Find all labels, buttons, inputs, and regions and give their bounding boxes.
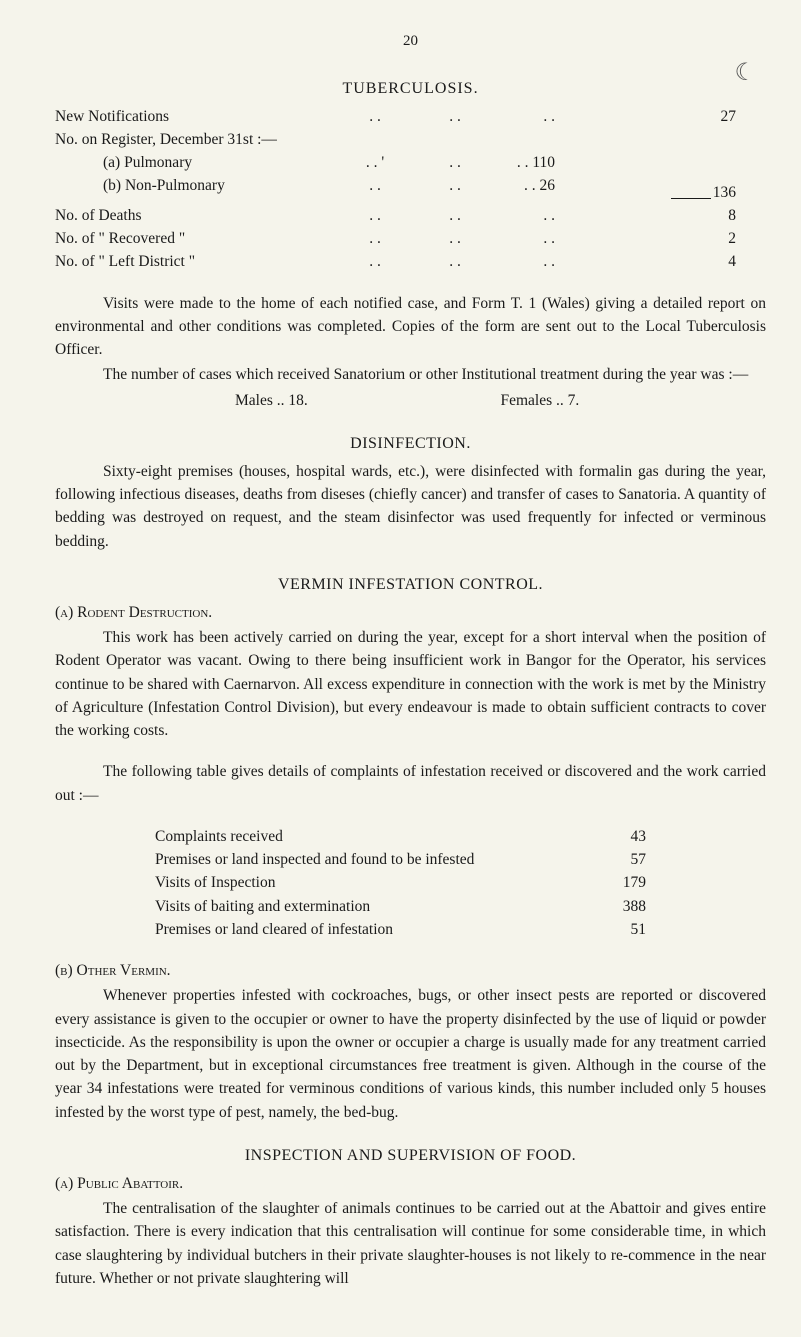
moon-mark: ☾ [734, 55, 756, 91]
vermin-title: VERMIN INFESTATION CONTROL. [55, 573, 766, 597]
complaint-value: 179 [596, 871, 646, 894]
dots: . . [335, 250, 415, 273]
dots: . . [335, 105, 415, 128]
recovered-value: 2 [555, 227, 766, 250]
dots: . . [335, 204, 415, 227]
males-value: Males .. 18. [235, 389, 501, 412]
dots: . . [335, 227, 415, 250]
complaint-value: 57 [596, 848, 646, 871]
tuberculosis-para1: Visits were made to the home of each not… [55, 292, 766, 362]
disinfection-title: DISINFECTION. [55, 432, 766, 456]
recovered-label: No. of " Recovered " [55, 227, 335, 250]
food-title: INSPECTION AND SUPERVISION OF FOOD. [55, 1144, 766, 1168]
complaint-label: Complaints received [155, 825, 596, 848]
vermin-table-intro: The following table gives details of com… [55, 760, 766, 807]
left-district-label: No. of " Left District " [55, 250, 335, 273]
dots: . . [495, 105, 555, 128]
food-subsection-a: (a) Public Abattoir. [55, 1172, 766, 1195]
complaint-value: 43 [596, 825, 646, 848]
tuberculosis-title: TUBERCULOSIS. [55, 77, 766, 101]
vermin-para-b: Whenever properties infested with cockro… [55, 984, 766, 1124]
dots: . . ' [335, 151, 415, 174]
dots: . . [415, 250, 495, 273]
pulmonary-label: (a) Pulmonary [103, 151, 335, 174]
pulmonary-value: . . 110 [495, 151, 555, 174]
new-notifications-value: 27 [555, 105, 766, 128]
complaint-label: Visits of Inspection [155, 871, 596, 894]
dots: . . [415, 151, 495, 174]
deaths-label: No. of Deaths [55, 204, 335, 227]
complaint-value: 51 [596, 918, 646, 941]
vermin-subsection-b: (b) Other Vermin. [55, 959, 766, 982]
complaint-label: Visits of baiting and extermination [155, 895, 596, 918]
new-notifications-label: New Notifications [55, 105, 335, 128]
subtotal-value: 136 [555, 181, 766, 204]
on-register-label: No. on Register, December 31st :— [55, 128, 766, 151]
dots: . . [415, 105, 495, 128]
dots: . . [415, 204, 495, 227]
females-value: Females .. 7. [501, 389, 767, 412]
complaint-value: 388 [596, 895, 646, 918]
dots: . . [495, 204, 555, 227]
tuberculosis-para2: The number of cases which received Sanat… [55, 363, 766, 386]
left-district-value: 4 [555, 250, 766, 273]
food-para: The centralisation of the slaughter of a… [55, 1197, 766, 1290]
complaint-label: Premises or land cleared of infestation [155, 918, 596, 941]
dots: . . [495, 227, 555, 250]
vermin-para-a: This work has been actively carried on d… [55, 626, 766, 742]
disinfection-para: Sixty-eight premises (houses, hospital w… [55, 460, 766, 553]
dots: . . [495, 250, 555, 273]
complaint-label: Premises or land inspected and found to … [155, 848, 596, 871]
vermin-subsection-a: (a) Rodent Destruction. [55, 601, 766, 624]
dots: . . [415, 227, 495, 250]
page-number: 20 [55, 30, 766, 53]
deaths-value: 8 [555, 204, 766, 227]
